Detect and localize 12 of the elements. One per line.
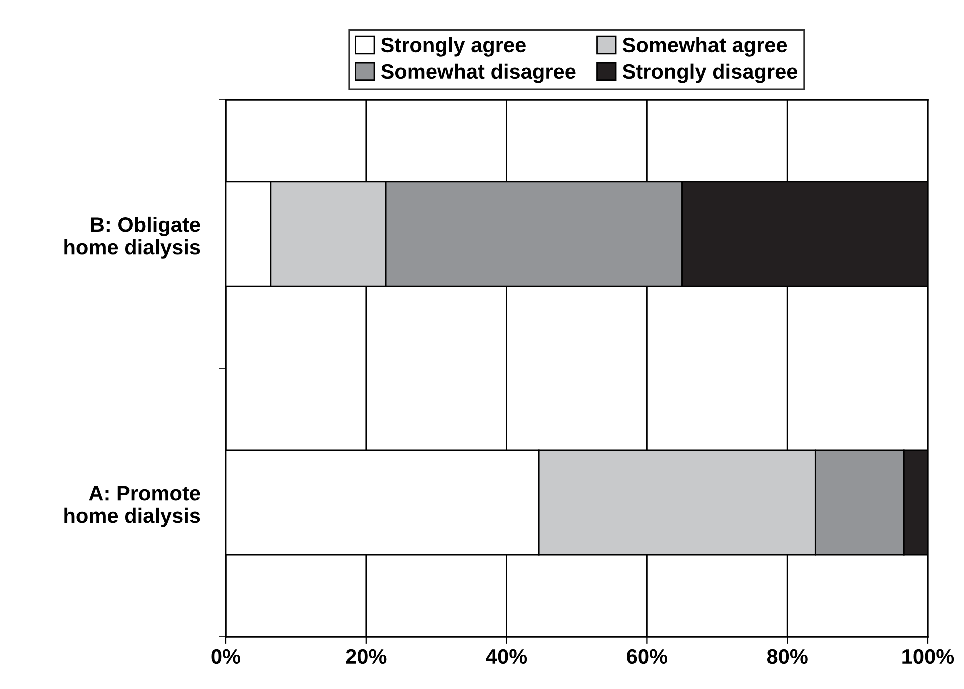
- legend-label: Somewhat disagree: [381, 64, 576, 84]
- legend-label: Strongly agree: [381, 37, 526, 57]
- x-tick-label: 60%: [627, 649, 668, 664]
- legend-label: Somewhat agree: [622, 37, 788, 57]
- legend-label: Strongly disagree: [622, 64, 798, 84]
- y-tick-label: A: Promote home dialysis: [64, 486, 200, 528]
- x-tick-label: 100%: [902, 649, 954, 664]
- y-tick-label: B: Obligate home dialysis: [64, 216, 200, 259]
- x-tick-label: 20%: [346, 649, 387, 664]
- x-tick-label: 0%: [212, 649, 241, 664]
- x-tick-label: 80%: [767, 649, 808, 664]
- x-tick-label: 40%: [486, 649, 528, 664]
